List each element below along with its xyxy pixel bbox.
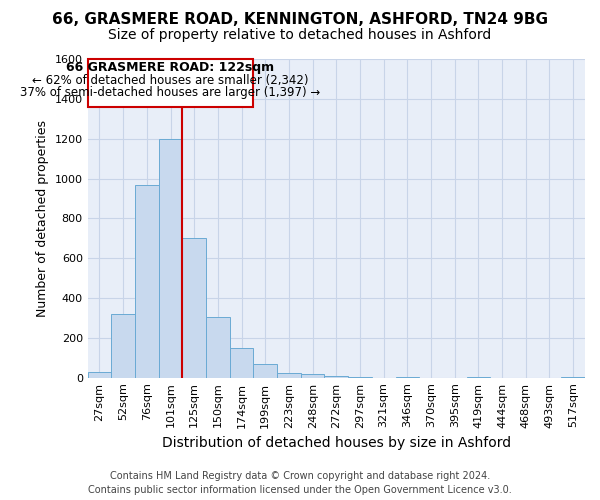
X-axis label: Distribution of detached houses by size in Ashford: Distribution of detached houses by size … <box>162 436 511 450</box>
Bar <box>206 317 230 378</box>
Text: Size of property relative to detached houses in Ashford: Size of property relative to detached ho… <box>109 28 491 42</box>
Text: 37% of semi-detached houses are larger (1,397) →: 37% of semi-detached houses are larger (… <box>20 86 320 100</box>
Bar <box>112 314 135 378</box>
Bar <box>277 372 301 378</box>
Bar <box>230 348 253 378</box>
Bar <box>158 138 182 378</box>
Bar <box>562 376 585 378</box>
Text: ← 62% of detached houses are smaller (2,342): ← 62% of detached houses are smaller (2,… <box>32 74 309 88</box>
Bar <box>325 376 348 378</box>
Bar <box>253 364 277 378</box>
Bar <box>88 59 253 107</box>
Bar <box>467 376 490 378</box>
Bar <box>88 372 112 378</box>
Bar <box>348 376 372 378</box>
Y-axis label: Number of detached properties: Number of detached properties <box>36 120 49 317</box>
Bar <box>395 376 419 378</box>
Bar <box>135 186 158 378</box>
Text: 66, GRASMERE ROAD, KENNINGTON, ASHFORD, TN24 9BG: 66, GRASMERE ROAD, KENNINGTON, ASHFORD, … <box>52 12 548 28</box>
Text: Contains HM Land Registry data © Crown copyright and database right 2024.
Contai: Contains HM Land Registry data © Crown c… <box>88 471 512 495</box>
Bar <box>301 374 325 378</box>
Text: 66 GRASMERE ROAD: 122sqm: 66 GRASMERE ROAD: 122sqm <box>67 62 275 74</box>
Bar <box>182 238 206 378</box>
